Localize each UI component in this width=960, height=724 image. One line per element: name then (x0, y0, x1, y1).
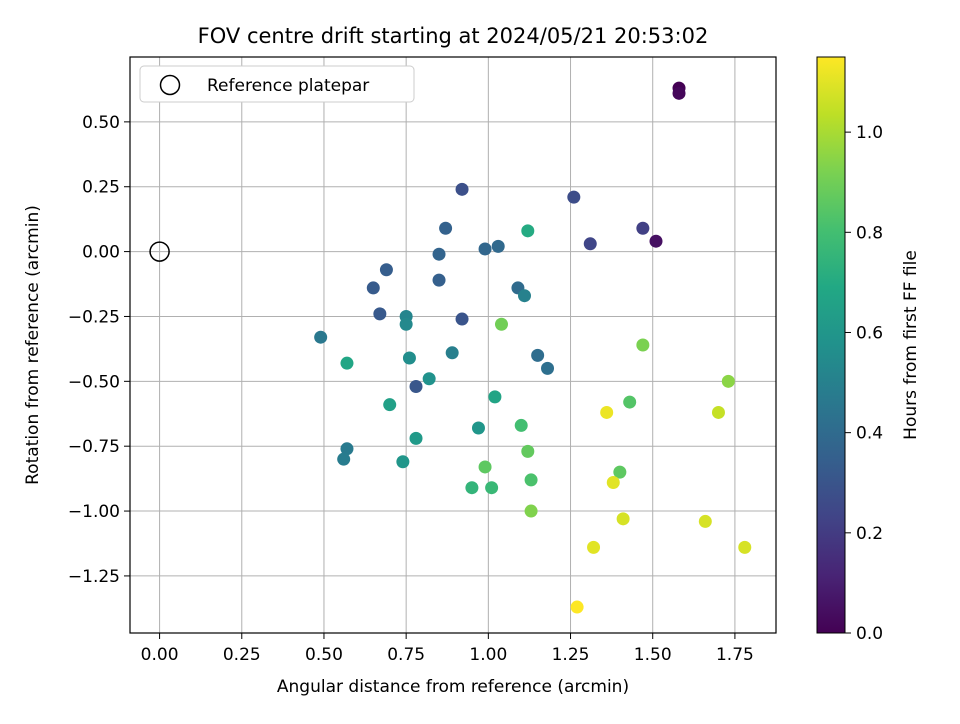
data-point (432, 273, 446, 287)
data-point (478, 242, 492, 256)
legend-box (139, 65, 415, 103)
data-point (521, 444, 535, 458)
y-tick-label: −1.25 (68, 567, 120, 587)
legend-entry-reference: Reference platepar (207, 76, 369, 96)
legend-marker-circle-icon (159, 74, 181, 96)
x-tick-label: 0.75 (387, 645, 425, 665)
data-point (379, 263, 393, 277)
data-point (422, 372, 436, 386)
data-point (314, 330, 328, 344)
data-point (623, 395, 637, 409)
reference-point-marker (149, 241, 170, 262)
data-point (636, 221, 650, 235)
data-point (636, 338, 650, 352)
data-point (340, 356, 354, 370)
colorbar-tick-label: 1.0 (856, 123, 883, 143)
data-point (583, 237, 597, 251)
data-point (649, 234, 663, 248)
data-point (432, 247, 446, 261)
data-point (439, 221, 453, 235)
data-point (524, 473, 538, 487)
data-point (721, 374, 735, 388)
x-tick-label: 0.25 (223, 645, 261, 665)
data-point (531, 348, 545, 362)
data-point (396, 455, 410, 469)
data-point (521, 224, 535, 238)
data-point (488, 390, 502, 404)
data-point (518, 289, 532, 303)
y-tick-label: 0.25 (82, 178, 120, 198)
data-point (455, 312, 469, 326)
data-point (409, 380, 423, 394)
x-tick-label: 0.00 (141, 645, 179, 665)
y-tick-label: −0.25 (68, 307, 120, 327)
colorbar-tick-label: 0.2 (856, 524, 883, 544)
colorbar-ticks: 0.0 0.2 0.4 0.6 0.8 1.0 (845, 123, 883, 644)
y-tick-label: 0.00 (82, 243, 120, 263)
data-point (478, 460, 492, 474)
colorbar-tick-label: 0.6 (856, 323, 883, 343)
data-point (567, 190, 581, 204)
x-tick-label: 1.00 (469, 645, 507, 665)
data-point (738, 540, 752, 554)
data-point (485, 481, 499, 495)
data-point (711, 405, 725, 419)
data-point (570, 600, 584, 614)
data-points (149, 81, 752, 614)
data-point (698, 514, 712, 528)
data-point (465, 481, 479, 495)
colorbar-tick-label: 0.8 (856, 223, 883, 243)
x-axis-label: Angular distance from reference (arcmin) (277, 677, 629, 697)
y-tick-label: −0.75 (68, 437, 120, 457)
data-point (672, 86, 686, 100)
colorbar: 0.0 0.2 0.4 0.6 0.8 1.0 Hours from first FF f… (816, 56, 921, 644)
data-point (471, 421, 485, 435)
data-point (494, 317, 508, 331)
data-point (340, 442, 354, 456)
data-point (445, 346, 459, 360)
data-point (366, 281, 380, 295)
plot-frame (129, 56, 777, 634)
data-point (587, 540, 601, 554)
data-point (606, 476, 620, 490)
y-tick-label: −0.50 (68, 372, 120, 392)
colorbar-gradient (816, 56, 846, 634)
data-point (616, 512, 630, 526)
data-point (337, 452, 351, 466)
x-tick-label: 1.50 (634, 645, 672, 665)
colorbar-label: Hours from first FF file (901, 250, 921, 440)
data-point (541, 361, 555, 375)
data-point (491, 239, 505, 253)
y-tick-label: 0.50 (82, 113, 120, 133)
colorbar-tick-label: 0.0 (856, 624, 883, 644)
x-axis-ticks: 0.00 0.25 0.50 0.75 1.00 1.25 1.50 1.75 (141, 633, 754, 665)
data-point (613, 465, 627, 479)
grid-lines (130, 57, 776, 633)
data-point (600, 405, 614, 419)
chart-title: FOV centre drift starting at 2024/05/21 … (198, 24, 709, 48)
data-point (409, 431, 423, 445)
x-tick-label: 1.25 (552, 645, 590, 665)
y-axis-ticks: 0.50 0.25 0.00 −0.25 −0.50 −0.75 −1.00 −1.25 (68, 113, 130, 587)
data-point (514, 418, 528, 432)
legend: Reference platepar (139, 65, 415, 103)
y-tick-label: −1.00 (68, 502, 120, 522)
data-point (373, 307, 387, 321)
data-point (402, 351, 416, 365)
y-axis-label: Rotation from reference (arcmin) (23, 205, 43, 485)
colorbar-tick-label: 0.4 (856, 424, 883, 444)
x-tick-label: 0.50 (305, 645, 343, 665)
data-point (399, 317, 413, 331)
x-tick-label: 1.75 (716, 645, 754, 665)
data-point (524, 504, 538, 518)
data-point (455, 182, 469, 196)
data-point (383, 398, 397, 412)
